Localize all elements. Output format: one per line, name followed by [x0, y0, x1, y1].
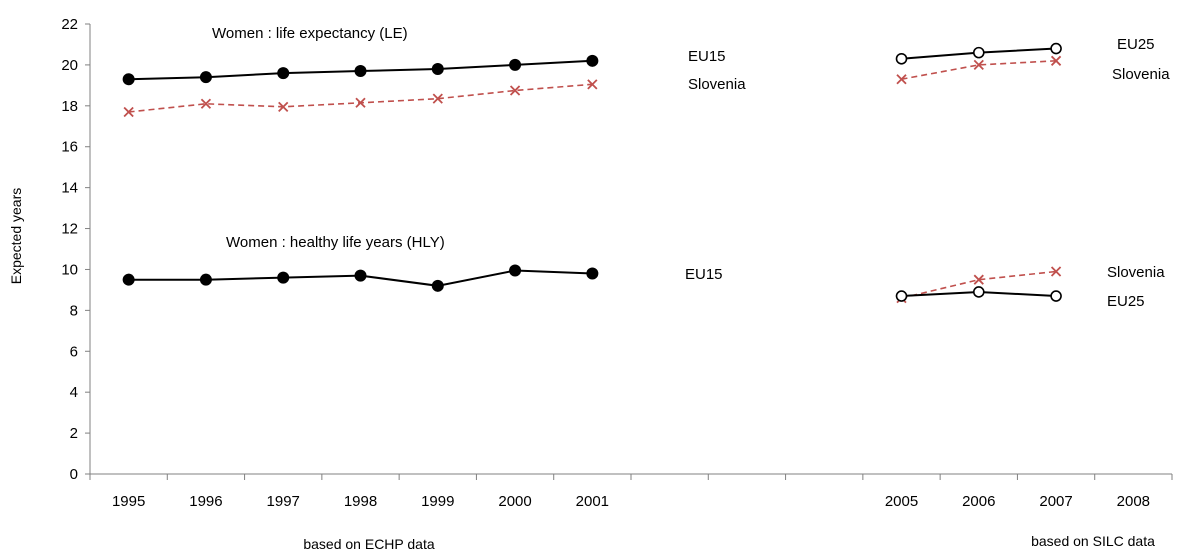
- x-tick-label: 1995: [112, 493, 145, 510]
- annotation-women-hly: Women : healthy life years (HLY): [226, 234, 445, 251]
- point-le_eu15: [122, 73, 135, 86]
- x-tick-label: 2006: [962, 493, 995, 510]
- x-tick-label: 2000: [498, 493, 531, 510]
- x-tick-label: 2001: [576, 493, 609, 510]
- point-le_slovenia_echp: [355, 97, 366, 108]
- point-le_eu15: [199, 71, 212, 84]
- y-tick-label: 20: [61, 57, 78, 74]
- point-le_slovenia_echp: [278, 101, 289, 112]
- x-tick-label: 1998: [344, 493, 377, 510]
- label-le-slovenia-echp: Slovenia: [688, 76, 746, 93]
- point-le_slovenia_silc: [896, 74, 907, 85]
- point-hly_eu25: [972, 286, 985, 298]
- point-le_eu15: [277, 67, 290, 80]
- point-hly_eu15: [277, 271, 290, 284]
- series-le_eu25: [895, 42, 1062, 65]
- point-le_eu15: [354, 65, 367, 78]
- period-label-silc: based on SILC data: [1031, 533, 1155, 549]
- label-hly-eu15: EU15: [685, 266, 723, 283]
- point-hly_eu15: [431, 279, 444, 292]
- series-layer: [122, 42, 1062, 304]
- x-tick-label: 1999: [421, 493, 454, 510]
- point-hly_slovenia: [1050, 266, 1062, 277]
- y-tick-label: 22: [61, 16, 78, 33]
- series-le_slovenia_silc: [896, 55, 1062, 85]
- series-line-le_slovenia_silc: [901, 60, 1057, 80]
- y-tick-label: 8: [70, 302, 78, 319]
- point-le_eu25: [895, 52, 908, 65]
- point-le_slovenia_silc: [1050, 55, 1062, 66]
- point-hly_eu15: [122, 273, 135, 286]
- y-tick-label: 14: [61, 180, 78, 197]
- period-label-echp: based on ECHP data: [303, 536, 434, 552]
- y-tick-label: 6: [70, 343, 78, 360]
- point-hly_eu25: [895, 290, 908, 302]
- y-tick-label: 10: [61, 261, 78, 278]
- point-le_eu25: [1050, 42, 1062, 55]
- annotation-women-le: Women : life expectancy (LE): [212, 25, 408, 42]
- point-le_eu25: [972, 46, 985, 59]
- point-hly_eu15: [509, 264, 522, 277]
- x-tick-label: 1997: [267, 493, 300, 510]
- y-tick-label: 12: [61, 221, 78, 238]
- label-hly-slovenia: Slovenia: [1107, 264, 1165, 281]
- y-tick-label: 18: [61, 98, 78, 115]
- y-tick-label: 4: [70, 384, 78, 401]
- point-le_eu15: [431, 63, 444, 75]
- point-hly_eu25: [1050, 290, 1062, 302]
- point-le_slovenia_echp: [123, 106, 134, 118]
- y-tick-label: 2: [70, 425, 78, 442]
- labels-layer: Expected years based on ECHP data based …: [8, 25, 1170, 552]
- y-tick-label: 0: [70, 466, 78, 483]
- series-hly_eu25: [895, 286, 1062, 302]
- series-line-le_slovenia_echp: [128, 83, 593, 113]
- x-tick-label: 2008: [1117, 493, 1150, 510]
- point-le_slovenia_echp: [200, 98, 212, 109]
- y-axis-label: Expected years: [8, 188, 24, 285]
- point-le_slovenia_echp: [587, 79, 598, 90]
- point-hly_eu15: [354, 269, 367, 282]
- series-le_eu15: [122, 54, 599, 86]
- point-le_eu15: [586, 54, 599, 67]
- point-le_slovenia_echp: [432, 93, 443, 104]
- x-tick-label: 1996: [189, 493, 222, 510]
- label-le-slovenia-silc: Slovenia: [1112, 66, 1170, 83]
- point-le_slovenia_silc: [973, 59, 984, 71]
- label-hly-eu25: EU25: [1107, 293, 1145, 310]
- y-tick-label: 16: [61, 139, 78, 156]
- x-tick-label: 2007: [1039, 493, 1072, 510]
- point-hly_slovenia: [973, 274, 984, 285]
- series-line-hly_slovenia: [901, 270, 1057, 299]
- axes-layer: 0 2 4 6 8 10 12 14 16 18 20 22 1995 1996 1997 1998 1999 2…: [61, 16, 1173, 510]
- point-hly_eu15: [199, 273, 212, 286]
- label-le-eu25: EU25: [1117, 36, 1155, 53]
- point-le_eu15: [509, 58, 522, 71]
- series-hly_eu15: [122, 264, 599, 292]
- point-le_slovenia_echp: [509, 85, 521, 96]
- label-le-eu15: EU15: [688, 48, 726, 65]
- point-hly_eu15: [586, 267, 599, 280]
- x-tick-label: 2005: [885, 493, 918, 510]
- series-le_slovenia_echp: [123, 79, 598, 118]
